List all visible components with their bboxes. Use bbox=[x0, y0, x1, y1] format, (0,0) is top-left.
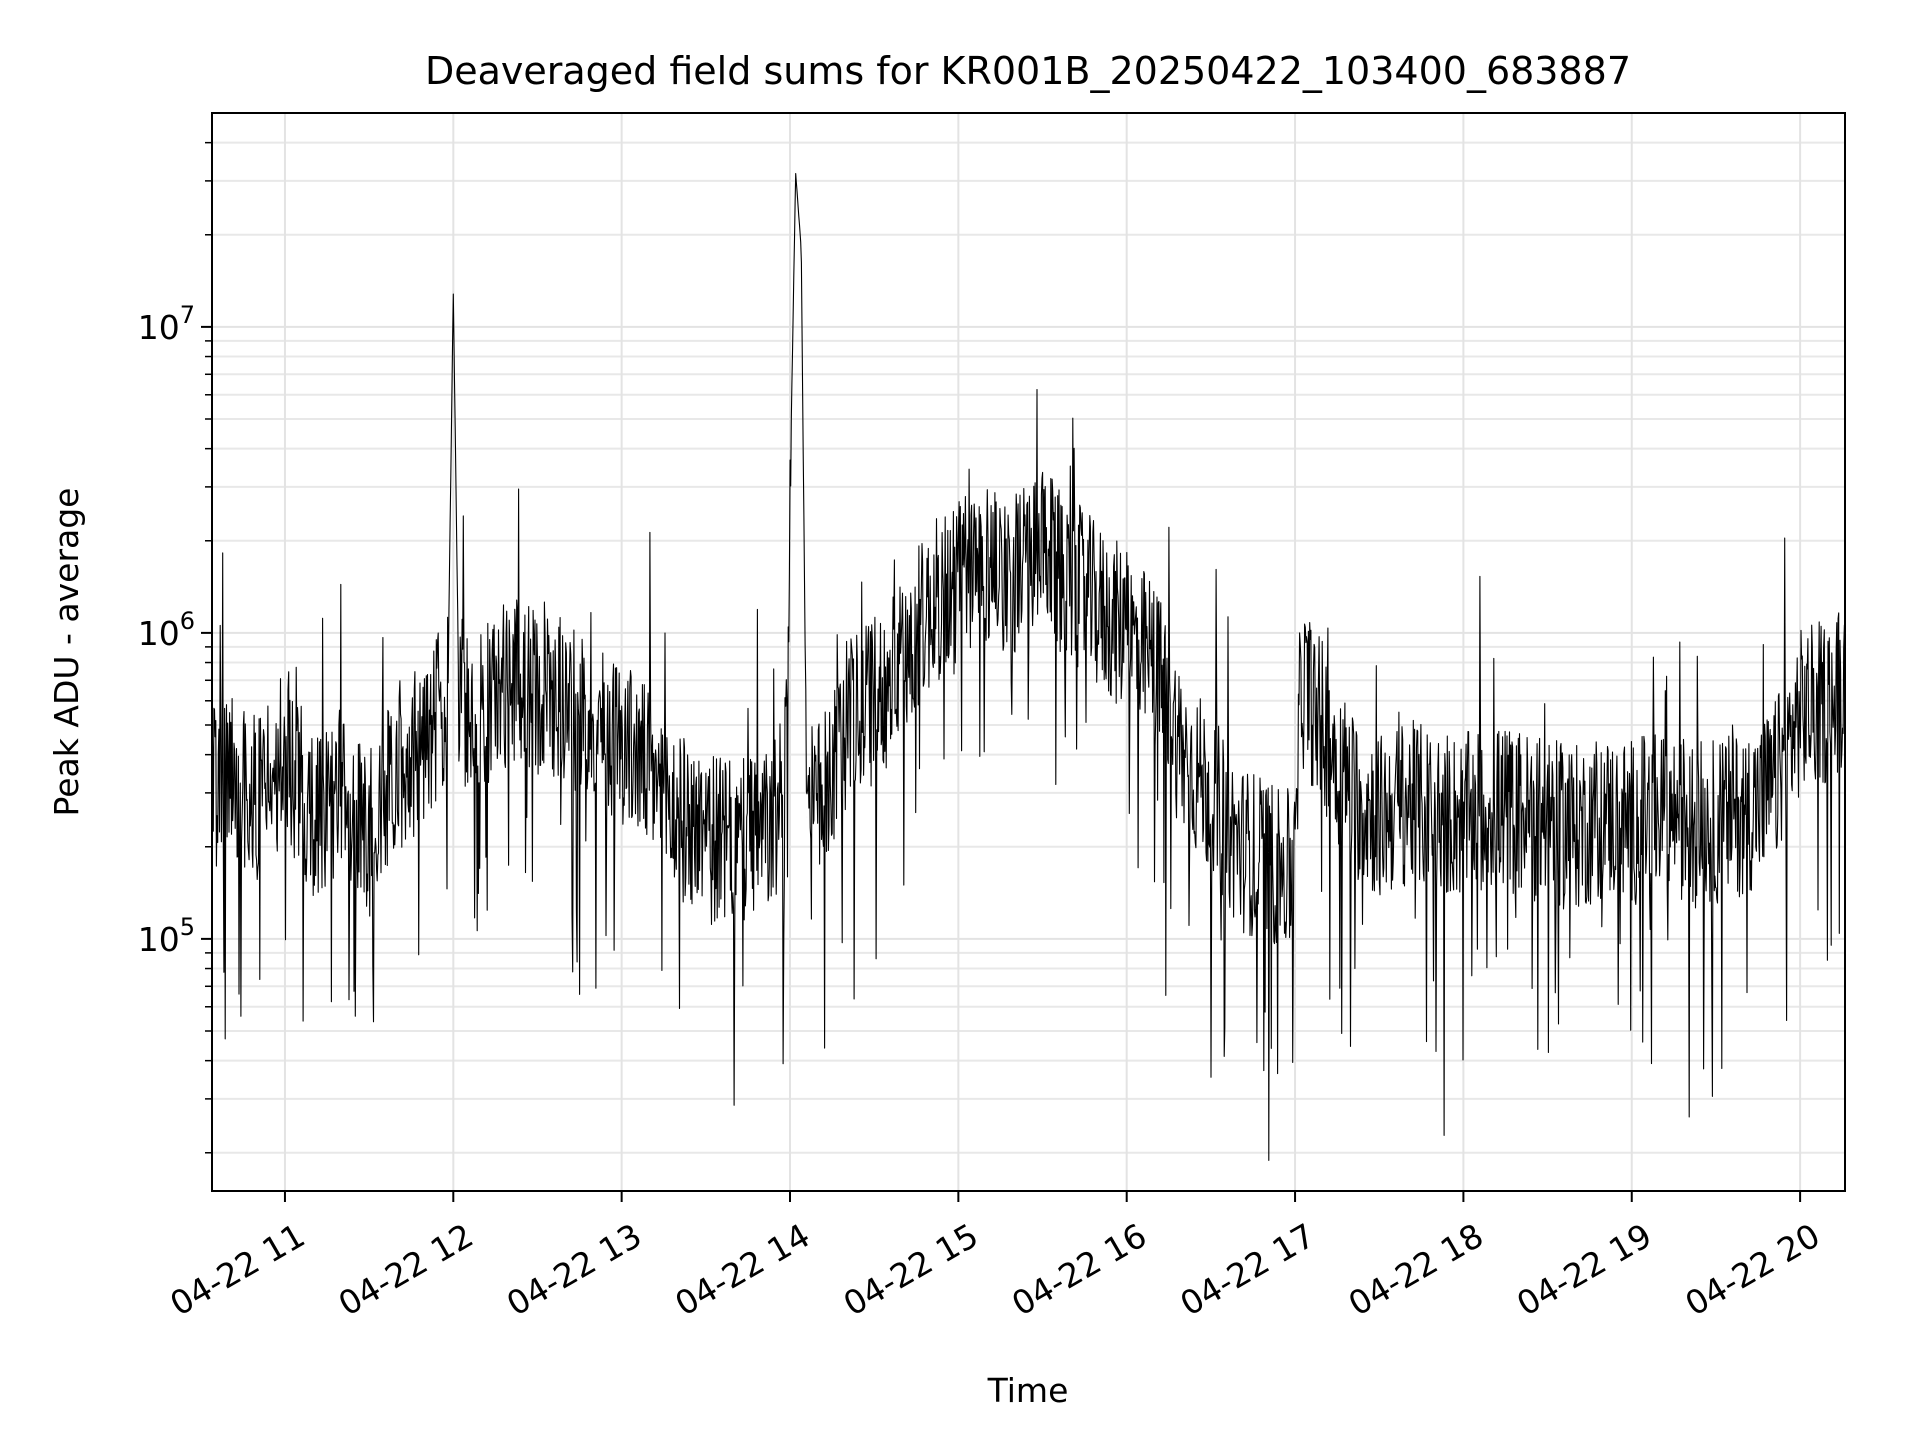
data-point bbox=[795, 171, 797, 173]
x-axis-label: Time bbox=[987, 1371, 1069, 1410]
data-point bbox=[368, 833, 370, 835]
y-axis-label: Peak ADU - average bbox=[47, 488, 86, 817]
data-point bbox=[1238, 846, 1240, 848]
data-point bbox=[1350, 792, 1352, 794]
data-point bbox=[1547, 822, 1549, 824]
data-point bbox=[817, 801, 819, 803]
data-point bbox=[1827, 700, 1829, 702]
data-point bbox=[256, 801, 258, 803]
series-line bbox=[211, 173, 1846, 1161]
data-point bbox=[458, 700, 460, 702]
data-point bbox=[1603, 816, 1605, 818]
data-point bbox=[1715, 822, 1717, 824]
data-point bbox=[1519, 811, 1521, 813]
grid bbox=[212, 113, 1845, 1191]
data-point bbox=[806, 816, 808, 818]
data-point bbox=[565, 700, 567, 702]
data-point bbox=[508, 679, 510, 681]
data-point bbox=[1098, 608, 1100, 610]
data-point bbox=[1266, 860, 1268, 862]
data-point bbox=[1491, 806, 1493, 808]
data-point bbox=[1743, 811, 1745, 813]
data-point bbox=[873, 700, 875, 702]
chart-title: Deaveraged field sums for KR001B_2025042… bbox=[425, 49, 1631, 93]
series-layer bbox=[211, 171, 1846, 1161]
data-point bbox=[1687, 816, 1689, 818]
data-point bbox=[985, 561, 987, 563]
data-point bbox=[1070, 578, 1072, 580]
data-point bbox=[1210, 792, 1212, 794]
data-point bbox=[1294, 875, 1296, 877]
data-point bbox=[677, 816, 679, 818]
data-point bbox=[649, 771, 651, 773]
data-point bbox=[1378, 816, 1380, 818]
data-point bbox=[228, 771, 230, 773]
data-point bbox=[1631, 822, 1633, 824]
data-point bbox=[1154, 662, 1156, 664]
data-point bbox=[800, 248, 802, 250]
data-point bbox=[761, 833, 763, 835]
data-point bbox=[447, 700, 449, 702]
data-point bbox=[1042, 554, 1044, 556]
data-point bbox=[424, 738, 426, 740]
data-point bbox=[1462, 816, 1464, 818]
data-point bbox=[340, 792, 342, 794]
data-point bbox=[1659, 811, 1661, 813]
data-point bbox=[396, 771, 398, 773]
data-point bbox=[1014, 569, 1016, 571]
data-point bbox=[845, 724, 847, 726]
data-point bbox=[284, 754, 286, 756]
plot-area-frame bbox=[211, 112, 1846, 1192]
data-point bbox=[1406, 801, 1408, 803]
data-point bbox=[1322, 724, 1324, 726]
data-point bbox=[1575, 827, 1577, 829]
data-point bbox=[452, 291, 454, 293]
data-point bbox=[901, 662, 903, 664]
data-point bbox=[1126, 632, 1128, 634]
data-point bbox=[705, 833, 707, 835]
data-point bbox=[957, 578, 959, 580]
data-point bbox=[1771, 792, 1773, 794]
data-point bbox=[593, 724, 595, 726]
data-point bbox=[1300, 679, 1302, 681]
data-point bbox=[480, 711, 482, 713]
data-point bbox=[783, 816, 785, 818]
data-point bbox=[537, 689, 539, 691]
data-point bbox=[929, 608, 931, 610]
data-point bbox=[312, 816, 314, 818]
data-point bbox=[733, 846, 735, 848]
data-point bbox=[1182, 754, 1184, 756]
data-point bbox=[1799, 711, 1801, 713]
data-point bbox=[621, 738, 623, 740]
data-point bbox=[1434, 811, 1436, 813]
